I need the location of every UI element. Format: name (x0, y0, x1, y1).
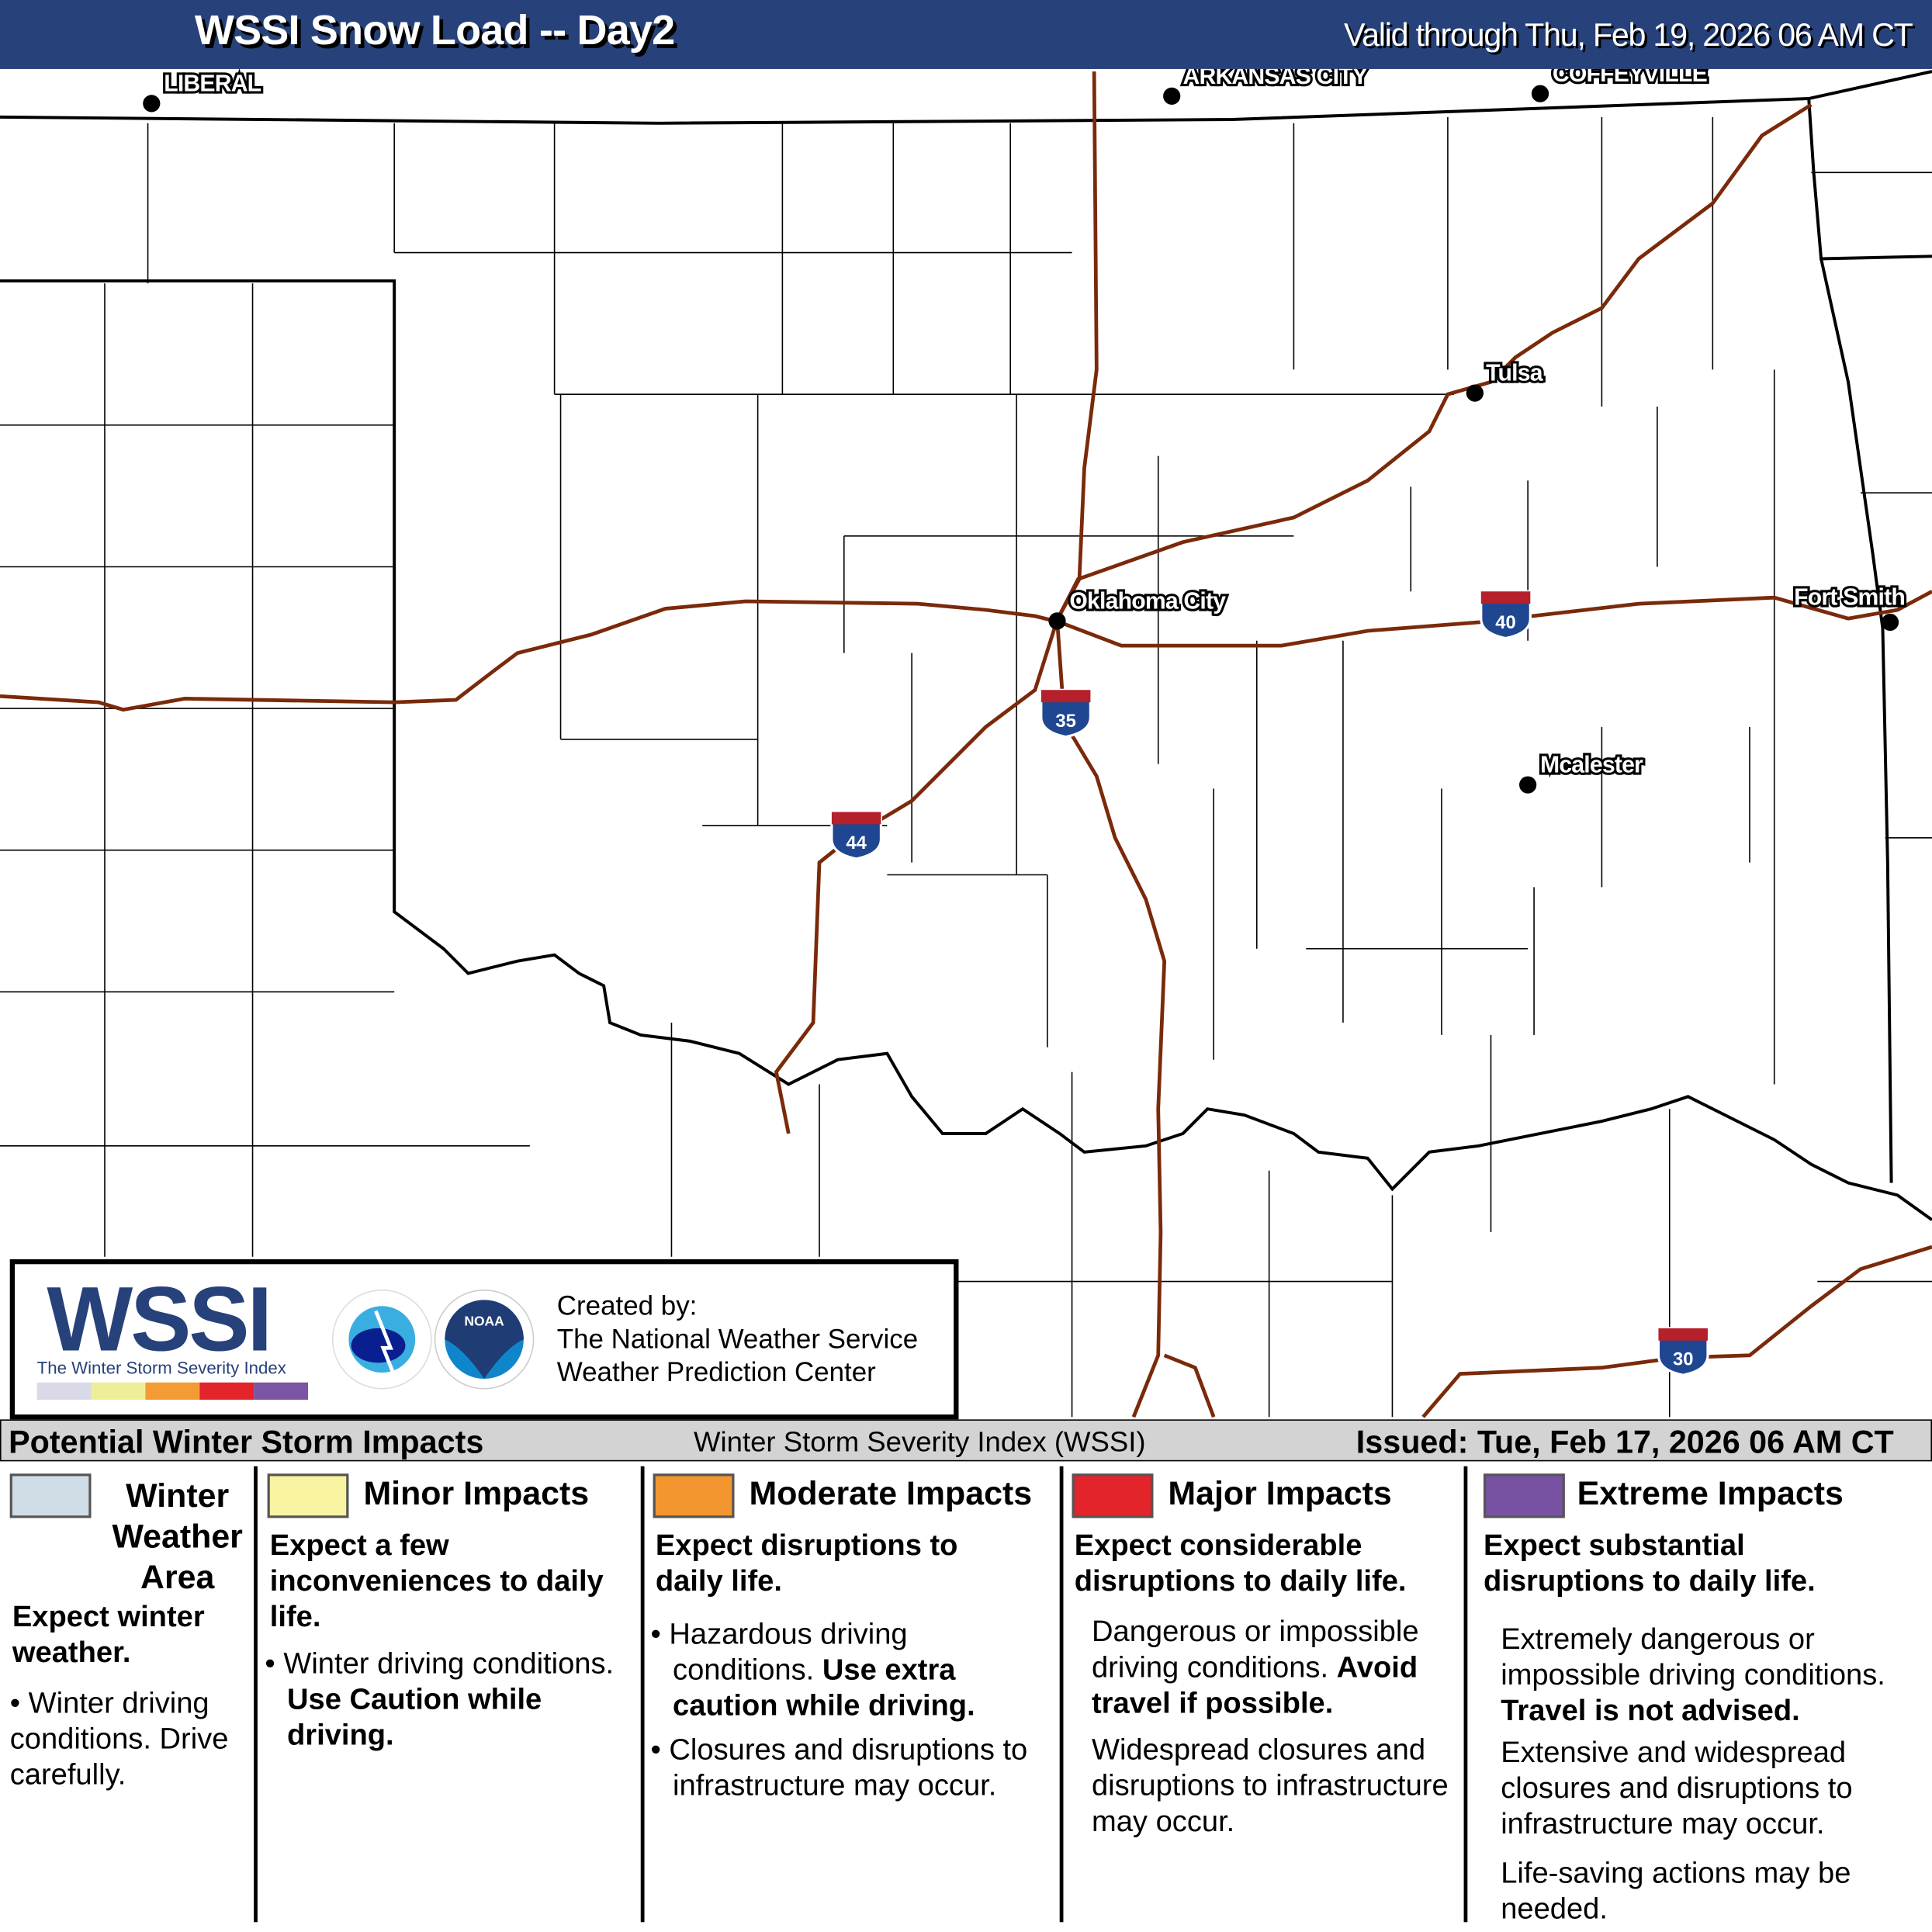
created-by-label: Created by: (556, 1290, 698, 1321)
city-dot-oklahoma-city (1048, 612, 1066, 630)
city-dot-tulsa (1466, 384, 1484, 402)
legend-para: Extensive and widespread closures and di… (1501, 1736, 1853, 1841)
legend-major: Major Impacts Expect considerable disrup… (1069, 1461, 1461, 1922)
wssi-subtitle: The Winter Storm Severity Index (36, 1357, 286, 1378)
i35-shield-icon: 35 (1040, 688, 1092, 739)
legend-desc: Expect considerable disruptions to daily… (1074, 1529, 1407, 1598)
legend-bullet: • Winter driving conditions. Use Caution… (265, 1647, 615, 1753)
city-label-fort-smith: Fort Smith (1794, 585, 1905, 611)
swatch-minor (267, 1473, 349, 1518)
interstate-shields: 40 35 44 30 (830, 590, 1709, 1376)
legend-heading: Minor Impacts (363, 1474, 590, 1512)
city-markers: LIBERAL ARKANSAS CITY COFFEYVILLE Tulsa … (143, 69, 1908, 794)
legend-moderate: Moderate Impacts Expect disruptions to d… (650, 1461, 1057, 1922)
city-dot-mcalester (1519, 776, 1537, 794)
legend-heading: Major Impacts (1168, 1474, 1392, 1512)
legend-title: Potential Winter Storm Impacts (9, 1423, 484, 1460)
valid-time: Valid through Thu, Feb 19, 2026 06 AM CT (1343, 16, 1913, 54)
map-title: WSSI Snow Load -- Day2 (194, 7, 675, 54)
city-dot-arkansas-city (1163, 87, 1181, 105)
city-dot-liberal (143, 95, 161, 113)
i44-shield-icon: 44 (830, 810, 883, 860)
city-dot-coffeyville (1531, 85, 1549, 102)
svg-text:44: 44 (846, 833, 867, 853)
county-lines (0, 116, 1932, 1418)
legend-bullet: • Hazardous driving conditions. Use extr… (650, 1618, 975, 1723)
legend-subtitle: Winter Storm Severity Index (WSSI) (694, 1425, 1146, 1458)
wssi-logo: WSSI (47, 1268, 272, 1370)
svg-text:30: 30 (1673, 1349, 1693, 1370)
svg-text:35: 35 (1055, 711, 1075, 732)
issued-time: Issued: Tue, Feb 17, 2026 06 AM CT (1356, 1423, 1894, 1460)
legend-desc: Expect a few inconveniences to daily lif… (269, 1529, 604, 1634)
city-label-arkansas-city: ARKANSAS CITY (1182, 69, 1367, 89)
legend-para: Life-saving actions may be needed. (1501, 1857, 1851, 1927)
i30-road (1421, 1245, 1932, 1418)
swatch-moderate (653, 1473, 735, 1518)
city-dot-fort-smith (1881, 613, 1899, 632)
legend-heading: Winter Weather Area (112, 1477, 243, 1596)
divider (254, 1466, 258, 1923)
swatch-extreme (1483, 1473, 1565, 1518)
divider (640, 1466, 645, 1923)
legend-heading: Extreme Impacts (1577, 1474, 1844, 1512)
legend-heading: Moderate Impacts (749, 1474, 1033, 1512)
header-bar: WSSI Snow Load -- Day2 Valid through Thu… (0, 0, 1932, 69)
legend-bullet: • Closures and disruptions to infrastruc… (650, 1733, 1028, 1803)
org-wpc: Weather Prediction Center (556, 1356, 876, 1388)
swatch-winter (9, 1473, 92, 1518)
logo-box: WSSI The Winter Storm Severity Index NOA… (9, 1259, 959, 1420)
legend-desc: Expect disruptions to daily life. (655, 1529, 958, 1598)
svg-text:40: 40 (1495, 612, 1515, 633)
i44-ne-road (1163, 1353, 1216, 1418)
created-by: Created by: The National Weather Service… (557, 1289, 918, 1389)
legend-para: Dangerous or impossible driving conditio… (1091, 1615, 1419, 1720)
wssi-color-scale (36, 1382, 309, 1400)
legend-winter-weather-area: Winter Weather Area Expect winter weathe… (9, 1461, 254, 1922)
nws-logo-icon (331, 1289, 432, 1390)
i40-road (0, 590, 1932, 712)
svg-text:NOAA: NOAA (464, 1314, 504, 1329)
city-label-oklahoma-city: Oklahoma City (1069, 588, 1226, 614)
i35-road (1055, 71, 1167, 1418)
divider (1059, 1466, 1064, 1923)
legend-para: Widespread closures and disruptions to i… (1091, 1733, 1449, 1839)
swatch-major (1072, 1473, 1154, 1518)
city-label-liberal: LIBERAL (164, 71, 261, 97)
noaa-logo-icon: NOAA (434, 1289, 535, 1390)
city-label-coffeyville: COFFEYVILLE (1553, 69, 1707, 87)
i40-shield-icon: 40 (1480, 590, 1532, 640)
i30-shield-icon: 30 (1657, 1327, 1709, 1376)
org-nws: The National Weather Service (556, 1323, 919, 1355)
city-label-tulsa: Tulsa (1486, 361, 1543, 386)
interstate-roads (0, 71, 1932, 1418)
legend-extreme: Extreme Impacts Expect substantial disru… (1479, 1461, 1929, 1926)
legend-desc: Expect substantial disruptions to daily … (1483, 1529, 1816, 1598)
state-borders (0, 70, 1932, 1221)
legend-desc: Expect winter weather. (12, 1600, 205, 1670)
legend-para: Extremely dangerous or impossible drivin… (1501, 1622, 1885, 1728)
legend-bullet: • Winter driving conditions. Drive caref… (9, 1686, 229, 1792)
map: LIBERAL ARKANSAS CITY COFFEYVILLE Tulsa … (0, 69, 1932, 1418)
city-label-mcalester: Mcalester (1540, 753, 1643, 778)
legend-minor: Minor Impacts Expect a few inconvenience… (265, 1461, 634, 1922)
divider (1463, 1466, 1468, 1923)
legend-title-bar: Potential Winter Storm Impacts Winter St… (0, 1419, 1932, 1462)
